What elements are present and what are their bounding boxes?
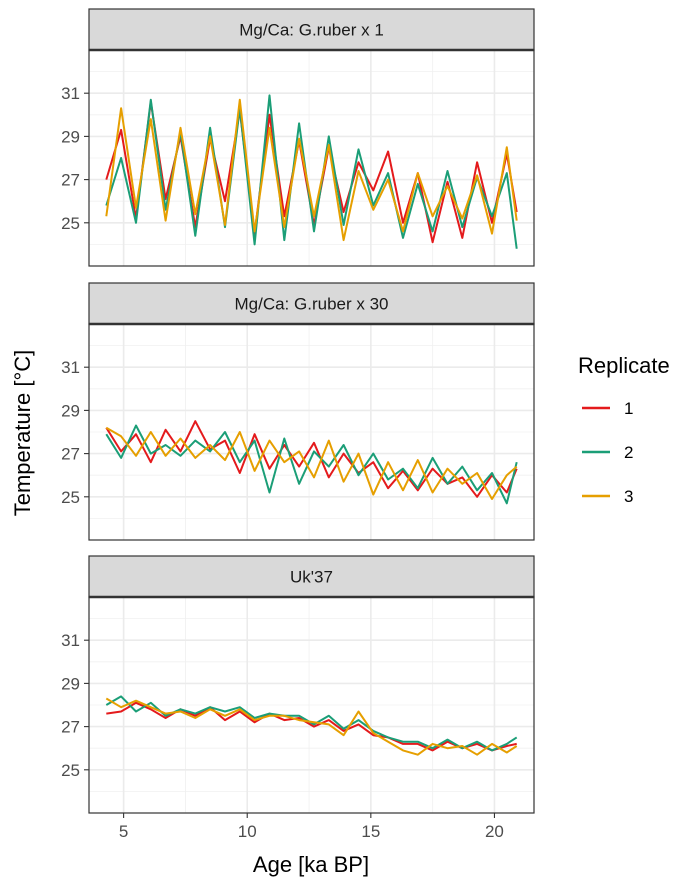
y-tick-label: 29 bbox=[61, 401, 80, 420]
y-tick-label: 29 bbox=[61, 127, 80, 146]
facet-strip-label: Mg/Ca: G.ruber x 1 bbox=[239, 21, 384, 40]
facet-panel-1: Mg/Ca: G.ruber x 1 25 27 29 31 bbox=[61, 8, 535, 267]
facet-strip-label: Mg/Ca: G.ruber x 30 bbox=[234, 295, 388, 314]
series-line-replicate-3 bbox=[105, 98, 518, 242]
x-tick-label: 10 bbox=[238, 822, 257, 841]
legend-label-replicate-2: 2 bbox=[624, 443, 633, 462]
legend-label-replicate-3: 3 bbox=[624, 487, 633, 506]
y-tick-label: 27 bbox=[61, 171, 80, 190]
y-tick-label: 25 bbox=[61, 488, 80, 507]
y-tick-label: 31 bbox=[61, 84, 80, 103]
facet-strip bbox=[88, 282, 535, 325]
y-tick-label: 27 bbox=[61, 445, 80, 464]
series-lines bbox=[105, 420, 518, 505]
x-tick-label: 20 bbox=[485, 822, 504, 841]
legend-title: Replicate bbox=[578, 353, 670, 378]
facet-panel-2: Mg/Ca: G.ruber x 30 25 27 29 31 bbox=[61, 282, 535, 541]
series-line-replicate-2 bbox=[105, 424, 518, 505]
facet-strip-label: Uk'37 bbox=[290, 568, 333, 587]
y-tick-label: 25 bbox=[61, 214, 80, 233]
x-tick-label: 15 bbox=[361, 822, 380, 841]
y-axis-title: Temperature [°C] bbox=[10, 350, 35, 517]
series-line-replicate-3 bbox=[105, 426, 518, 500]
series-lines bbox=[105, 695, 518, 756]
facet-strip bbox=[88, 555, 535, 598]
series-line-replicate-3 bbox=[105, 697, 518, 756]
y-tick-label: 29 bbox=[61, 674, 80, 693]
y-tick-label: 31 bbox=[61, 631, 80, 650]
x-tick-label: 5 bbox=[119, 822, 128, 841]
legend-label-replicate-1: 1 bbox=[624, 399, 633, 418]
legend: Replicate 1 2 3 bbox=[578, 353, 670, 506]
y-tick-label: 27 bbox=[61, 718, 80, 737]
series-lines bbox=[105, 94, 518, 249]
y-tick-label: 31 bbox=[61, 358, 80, 377]
facet-panel-3: Uk'37 25 27 29 31 5 10 15 20 bbox=[61, 555, 535, 841]
x-axis-title: Age [ka BP] bbox=[253, 852, 369, 877]
y-tick-label: 25 bbox=[61, 761, 80, 780]
